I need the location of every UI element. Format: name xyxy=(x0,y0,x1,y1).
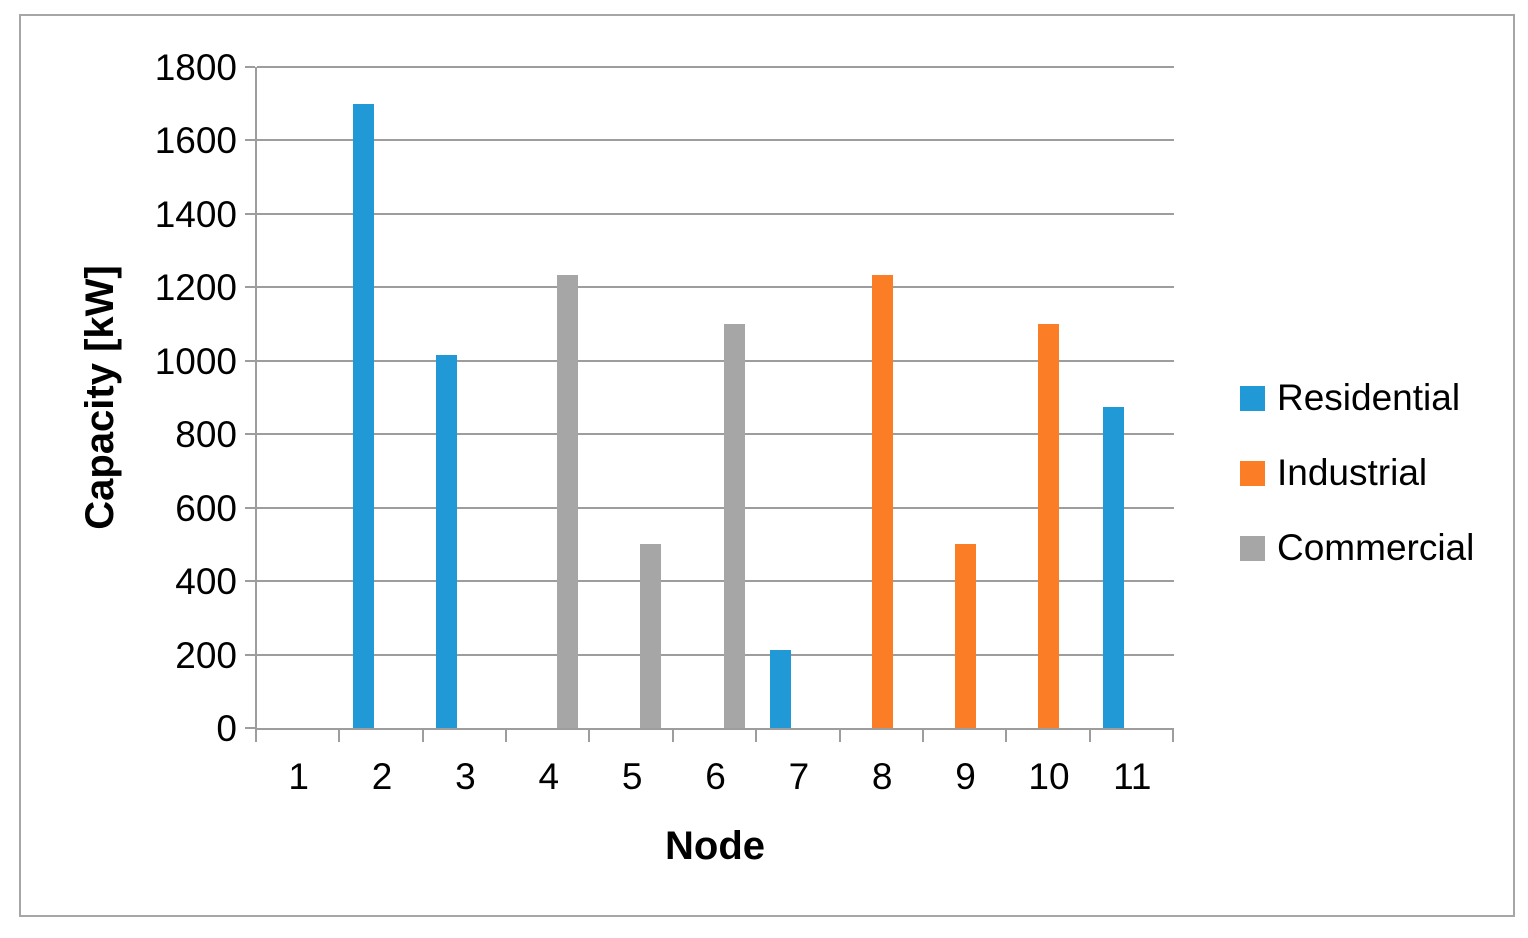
y-tickmark-800 xyxy=(245,433,255,436)
y-tick-label-1000: 1000 xyxy=(154,340,237,382)
gridline-400 xyxy=(257,580,1174,583)
chart-border-frame xyxy=(19,14,1515,917)
y-tickmark-1000 xyxy=(245,359,255,362)
y-tick-label-1200: 1200 xyxy=(154,267,237,309)
gridline-1400 xyxy=(257,212,1174,215)
y-tickmark-200 xyxy=(245,653,255,656)
gridline-800 xyxy=(257,433,1174,436)
x-tick-label-9: 9 xyxy=(955,756,976,797)
x-axis-title: Node xyxy=(665,824,765,868)
x-tick-label-7: 7 xyxy=(788,756,810,797)
bar-node-3-residential[interactable] xyxy=(436,355,458,728)
gridline-1800 xyxy=(257,66,1174,68)
gridline-1000 xyxy=(257,359,1174,362)
x-tick-label-5: 5 xyxy=(621,756,643,797)
y-tick-label-1400: 1400 xyxy=(154,193,237,235)
bar-node-11-residential[interactable] xyxy=(1103,407,1125,728)
x-tickmark-4 xyxy=(588,730,590,742)
x-tickmark-7 xyxy=(839,730,841,742)
legend-label-commercial: Commercial xyxy=(1277,527,1475,568)
x-axis-line xyxy=(255,728,1174,730)
x-tickmark-2 xyxy=(422,730,424,742)
y-tick-label-1600: 1600 xyxy=(154,120,237,162)
x-tickmark-3 xyxy=(505,730,507,742)
y-axis-title-text: Capacity [kW] xyxy=(77,265,122,530)
x-tick-label-8: 8 xyxy=(871,756,893,797)
x-tick-label-6: 6 xyxy=(705,756,726,797)
gridline-600 xyxy=(257,506,1174,509)
legend-label-residential: Residential xyxy=(1277,377,1461,418)
x-tickmark-8 xyxy=(922,730,924,742)
gridline-200 xyxy=(257,653,1174,656)
y-tickmark-1400 xyxy=(245,212,255,215)
y-tick-label-400: 400 xyxy=(175,561,237,603)
x-tickmark-0 xyxy=(255,730,257,742)
x-tickmark-6 xyxy=(755,730,757,742)
legend: Residential Industrial Commercial xyxy=(1240,377,1474,602)
x-tickmark-10 xyxy=(1089,730,1091,742)
x-tick-label-2: 2 xyxy=(371,756,393,797)
gridline-1600 xyxy=(257,139,1174,142)
legend-item-residential[interactable]: Residential xyxy=(1240,377,1474,419)
y-tickmark-1200 xyxy=(245,286,255,289)
gridline-1200 xyxy=(257,286,1174,289)
x-tick-label-1: 1 xyxy=(288,756,309,797)
x-tickmark-9 xyxy=(1005,730,1007,742)
bar-node-6-commercial[interactable] xyxy=(723,324,745,728)
y-tickmark-600 xyxy=(245,506,255,509)
x-tick-label-10: 10 xyxy=(1028,756,1070,797)
bar-node-8-industrial[interactable] xyxy=(871,275,893,728)
y-tickmark-1800 xyxy=(245,66,255,68)
legend-swatch-residential-icon xyxy=(1240,385,1265,411)
y-tick-label-800: 800 xyxy=(175,414,237,456)
x-tickmark-11 xyxy=(1172,730,1174,742)
x-tickmark-5 xyxy=(672,730,674,742)
legend-item-commercial[interactable]: Commercial xyxy=(1240,527,1474,569)
bar-node-4-commercial[interactable] xyxy=(556,275,578,728)
x-tick-label-4: 4 xyxy=(538,756,560,797)
x-tickmark-1 xyxy=(338,730,340,742)
bar-node-5-commercial[interactable] xyxy=(640,544,662,728)
bar-node-7-residential[interactable] xyxy=(769,650,791,728)
y-tick-label-0: 0 xyxy=(216,708,237,749)
plot-area xyxy=(257,66,1174,728)
x-tick-label-3: 3 xyxy=(455,756,476,797)
legend-label-industrial: Industrial xyxy=(1277,452,1428,493)
y-tick-label-600: 600 xyxy=(175,487,237,529)
y-tickmark-1600 xyxy=(245,139,255,142)
y-axis-line xyxy=(255,67,257,730)
x-tick-label-11: 11 xyxy=(1113,756,1152,797)
bar-node-9-industrial[interactable] xyxy=(955,544,977,728)
bar-node-10-industrial[interactable] xyxy=(1038,324,1060,728)
y-axis-title: Capacity [kW] xyxy=(60,67,140,728)
legend-swatch-commercial-icon xyxy=(1240,535,1265,561)
legend-swatch-industrial-icon xyxy=(1240,460,1265,486)
y-tickmark-400 xyxy=(245,580,255,583)
y-tickmark-0 xyxy=(245,727,255,729)
bar-node-2-residential[interactable] xyxy=(352,104,374,728)
y-tick-label-1800: 1800 xyxy=(154,47,237,88)
legend-item-industrial[interactable]: Industrial xyxy=(1240,452,1474,494)
y-tick-label-200: 200 xyxy=(175,634,237,676)
